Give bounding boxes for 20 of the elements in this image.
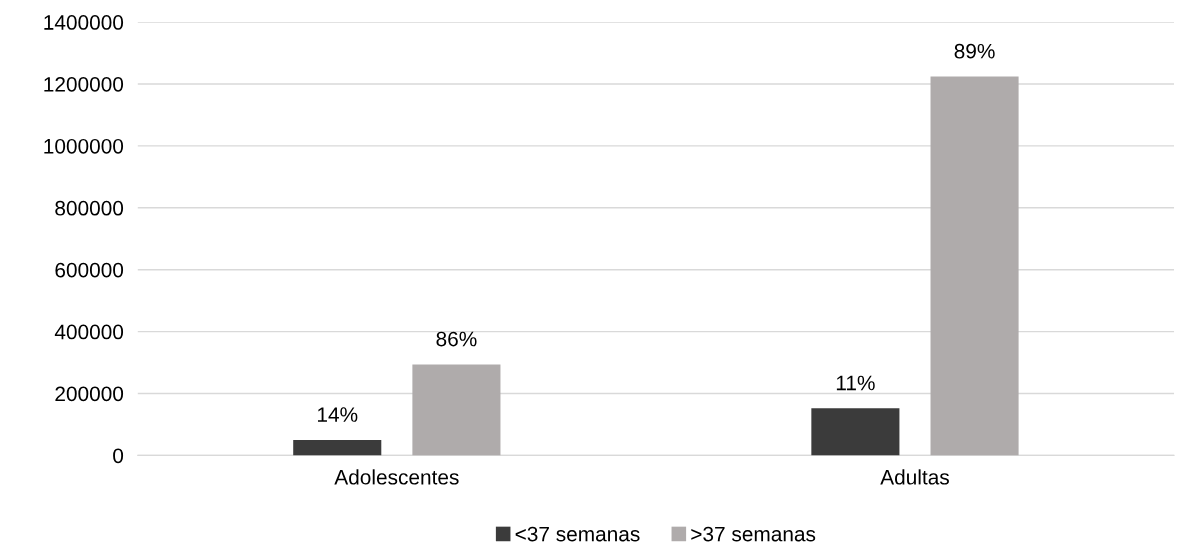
bar (811, 408, 900, 456)
bar (412, 364, 501, 456)
x-tick-label: Adolescentes (334, 469, 459, 485)
annotation: 89% (954, 43, 995, 59)
y-tick-label: 600000 (55, 262, 124, 278)
y-tick-label: 1000000 (44, 138, 124, 154)
y-tick-label: 200000 (55, 386, 124, 402)
bar (293, 439, 382, 456)
y-tick-label: 1200000 (44, 76, 124, 92)
annotation: 11% (836, 375, 875, 391)
annotation: 86% (436, 331, 477, 347)
y-tick-label: 400000 (54, 324, 124, 340)
legend-label: >37 semanas (691, 526, 816, 542)
bar (930, 76, 1019, 456)
y-tick-label: 800000 (55, 200, 124, 216)
x-tick-label: Adultas (880, 469, 949, 485)
legend-label: <37 semanas (515, 526, 640, 542)
annotation: 14% (317, 407, 358, 422)
y-tick-label: 1400000 (44, 15, 124, 30)
y-tick-label: 0 (113, 448, 124, 464)
